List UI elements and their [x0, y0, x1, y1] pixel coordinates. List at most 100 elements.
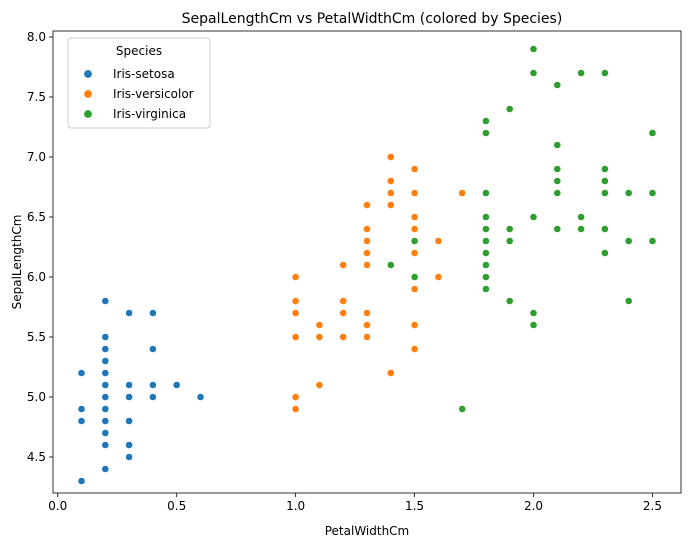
data-point-iris-versicolor-33	[410, 189, 419, 197]
data-point-iris-virginica-13	[481, 117, 490, 125]
data-point-iris-versicolor-27	[410, 321, 419, 329]
x-tick-label: 2.5	[643, 499, 662, 513]
data-point-iris-virginica-41	[648, 237, 657, 245]
data-point-iris-versicolor-23	[386, 189, 395, 197]
data-point-iris-virginica-16	[505, 225, 514, 233]
data-point-iris-versicolor-21	[386, 369, 395, 377]
data-point-iris-virginica-20	[529, 213, 538, 221]
x-tick-label: 0.0	[48, 499, 67, 513]
legend-label-iris-versicolor: Iris-versicolor	[113, 87, 194, 101]
data-point-iris-virginica-12	[481, 129, 490, 137]
data-point-iris-virginica-25	[553, 177, 562, 185]
y-tick-label: 7.5	[27, 90, 46, 104]
plot-frame	[52, 30, 682, 494]
y-tick-label: 5.0	[27, 390, 46, 404]
data-point-iris-virginica-1	[410, 273, 419, 281]
y-axis-title: SepalLengthCm	[10, 215, 24, 310]
data-point-iris-setosa-23	[148, 381, 157, 389]
data-point-iris-virginica-7	[481, 249, 490, 257]
data-point-iris-setosa-25	[148, 309, 157, 317]
legend: Species Iris-setosa Iris-versicolor Iris-v…	[67, 37, 211, 129]
data-point-iris-setosa-19	[125, 393, 134, 401]
data-point-iris-virginica-35	[601, 177, 609, 185]
data-point-iris-setosa-22	[148, 393, 157, 401]
data-point-iris-setosa-13	[101, 345, 110, 353]
y-tick-label: 7.0	[27, 150, 46, 164]
data-point-iris-virginica-32	[601, 249, 609, 257]
data-point-iris-versicolor-7	[315, 333, 324, 341]
data-point-iris-versicolor-18	[363, 237, 371, 245]
legend-label-iris-setosa: Iris-setosa	[113, 67, 175, 81]
data-point-iris-versicolor-9	[339, 333, 348, 341]
y-tick-label: 6.0	[27, 270, 46, 284]
legend-marker-iris-setosa	[83, 69, 93, 79]
data-point-iris-virginica-39	[624, 237, 633, 245]
data-point-iris-virginica-38	[624, 297, 633, 305]
legend-frame	[67, 37, 211, 129]
data-point-iris-setosa-15	[101, 297, 110, 305]
data-point-iris-virginica-15	[505, 237, 514, 245]
data-point-iris-setosa-17	[125, 441, 134, 449]
data-point-iris-virginica-34	[601, 189, 609, 197]
y-tick-label: 4.5	[27, 450, 46, 464]
data-point-iris-virginica-23	[553, 225, 562, 233]
data-point-iris-versicolor-37	[458, 189, 467, 197]
data-point-iris-versicolor-17	[363, 249, 371, 257]
data-point-iris-setosa-9	[101, 393, 110, 401]
data-point-iris-versicolor-2	[291, 333, 300, 341]
data-point-iris-virginica-40	[624, 189, 633, 197]
data-point-iris-virginica-36	[601, 165, 609, 173]
legend-marker-iris-versicolor	[83, 89, 93, 99]
data-point-iris-setosa-11	[101, 369, 110, 377]
x-tick-label: 0.5	[167, 499, 186, 513]
data-point-iris-versicolor-20	[363, 201, 371, 209]
data-point-iris-setosa-2	[77, 405, 86, 413]
data-point-iris-versicolor-13	[363, 333, 371, 341]
data-point-iris-versicolor-8	[315, 321, 324, 329]
y-axis: 4.5 5.0 5.5 6.0 6.5 7.0 7.5 8.0	[27, 30, 53, 464]
x-axis-title: PetalWidthCm	[325, 524, 410, 538]
data-point-iris-versicolor-29	[410, 249, 419, 257]
data-point-iris-setosa-6	[101, 429, 110, 437]
data-point-iris-virginica-18	[529, 321, 538, 329]
points-layer	[77, 45, 657, 485]
data-point-iris-versicolor-4	[291, 297, 300, 305]
data-point-iris-setosa-24	[148, 345, 157, 353]
data-point-iris-setosa-4	[101, 465, 110, 473]
data-point-iris-versicolor-35	[434, 273, 443, 281]
data-point-iris-setosa-7	[101, 417, 110, 425]
data-point-iris-virginica-10	[481, 213, 490, 221]
data-point-iris-setosa-5	[101, 441, 110, 449]
data-point-iris-setosa-3	[77, 369, 86, 377]
data-point-iris-versicolor-5	[291, 273, 300, 281]
data-point-iris-virginica-24	[553, 189, 562, 197]
data-point-iris-virginica-42	[648, 189, 657, 197]
data-point-iris-versicolor-6	[315, 381, 324, 389]
data-point-iris-virginica-11	[481, 189, 490, 197]
data-point-iris-versicolor-12	[339, 261, 348, 269]
data-point-iris-versicolor-3	[291, 309, 300, 317]
legend-title: Species	[116, 44, 162, 58]
data-point-iris-versicolor-34	[410, 165, 419, 173]
data-point-iris-virginica-31	[577, 69, 585, 77]
data-point-iris-versicolor-26	[410, 345, 419, 353]
data-point-iris-versicolor-19	[363, 225, 371, 233]
data-point-iris-setosa-16	[125, 453, 134, 461]
data-point-iris-virginica-26	[553, 165, 562, 173]
data-point-iris-virginica-27	[553, 141, 562, 149]
data-point-iris-versicolor-31	[410, 225, 419, 233]
data-point-iris-setosa-14	[101, 333, 110, 341]
data-point-iris-virginica-28	[553, 81, 562, 89]
data-point-iris-virginica-5	[481, 273, 490, 281]
data-point-iris-versicolor-11	[339, 297, 348, 305]
y-tick-label: 5.5	[27, 330, 46, 344]
data-point-iris-setosa-18	[125, 417, 134, 425]
data-point-iris-versicolor-25	[386, 153, 395, 161]
data-point-iris-virginica-37	[601, 69, 609, 77]
y-tick-label: 6.5	[27, 210, 46, 224]
data-point-iris-virginica-6	[481, 261, 490, 269]
data-point-iris-setosa-12	[101, 357, 110, 365]
data-point-iris-virginica-43	[648, 129, 657, 137]
data-point-iris-versicolor-1	[291, 393, 300, 401]
data-point-iris-versicolor-14	[363, 321, 371, 329]
